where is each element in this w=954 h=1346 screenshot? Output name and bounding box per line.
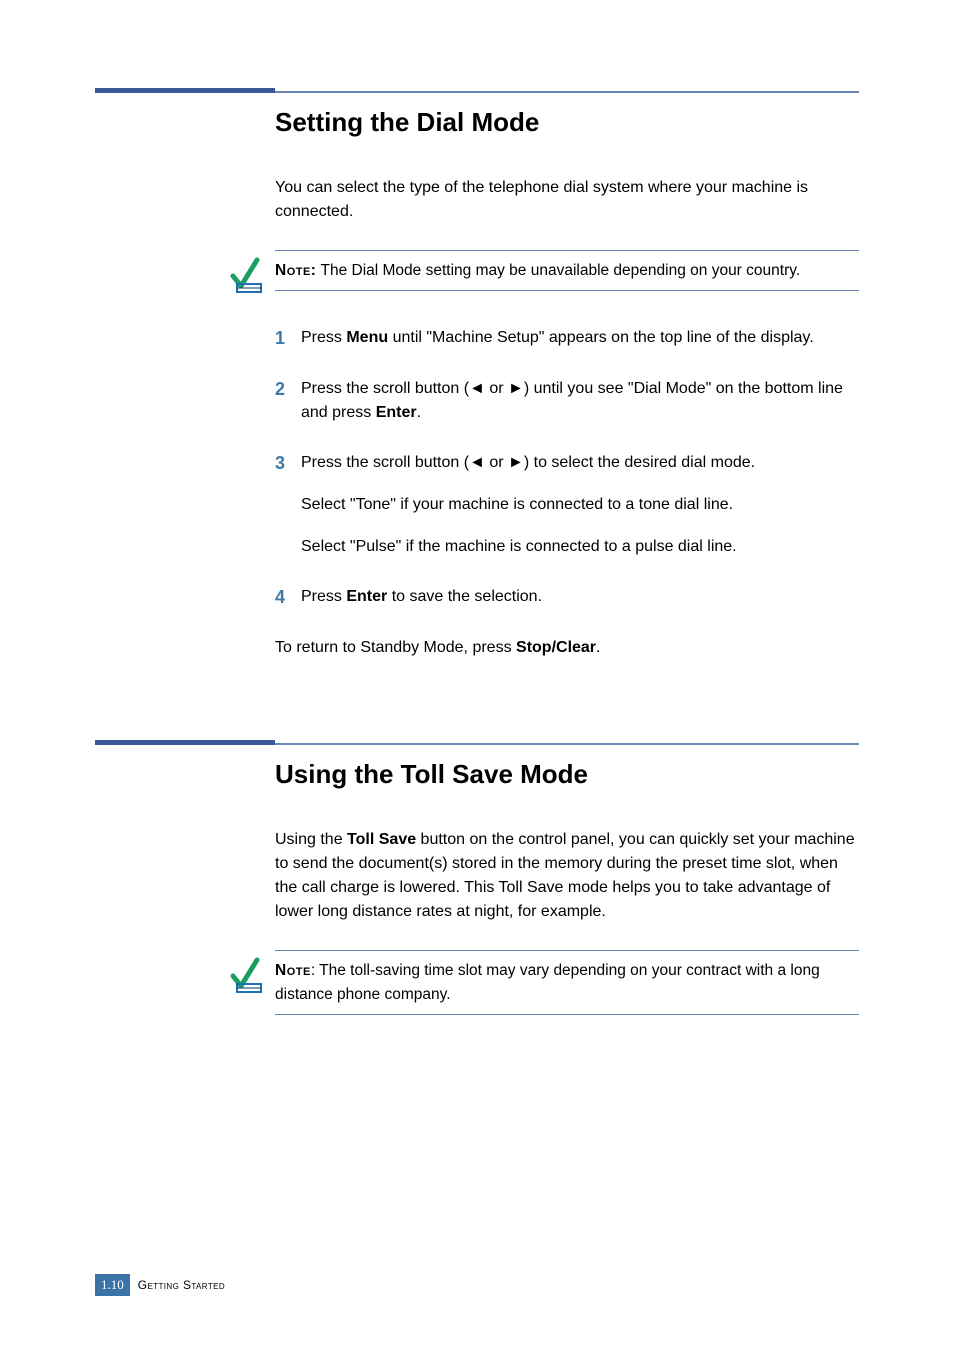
note-box: Note: The toll-saving time slot may vary… [227, 950, 859, 1015]
step-paragraph: Select "Pulse" if the machine is connect… [301, 535, 859, 559]
page-number-badge: 1.10 [95, 1274, 130, 1296]
text-segment: Press [301, 329, 346, 346]
step-1: 1 Press Menu until "Machine Setup" appea… [275, 326, 859, 351]
steps-list: 1 Press Menu until "Machine Setup" appea… [275, 326, 859, 610]
step-paragraph: Select "Tone" if your machine is connect… [301, 493, 859, 517]
step-number: 3 [275, 451, 301, 559]
text-segment: Press [301, 588, 346, 605]
note-body: : The toll-saving time slot may vary dep… [275, 962, 820, 1002]
step-paragraph: Press the scroll button (◄ or ►) to sele… [301, 451, 859, 475]
step-number: 4 [275, 585, 301, 610]
intro-paragraph: Using the Toll Save button on the contro… [275, 828, 859, 924]
heading-toll-save: Using the Toll Save Mode [275, 759, 859, 790]
step-2: 2 Press the scroll button (◄ or ►) until… [275, 377, 859, 425]
note-text: Note: The Dial Mode setting may be unava… [275, 250, 859, 291]
step-text: Press the scroll button (◄ or ►) to sele… [301, 451, 859, 559]
note-box: Note: The Dial Mode setting may be unava… [227, 250, 859, 296]
checkmark-icon [227, 256, 267, 296]
text-segment: Using the [275, 831, 347, 848]
step-number: 1 [275, 326, 301, 351]
step-number: 2 [275, 377, 301, 425]
step-text: Press Enter to save the selection. [301, 585, 859, 610]
step-4: 4 Press Enter to save the selection. [275, 585, 859, 610]
bold-term: Toll Save [347, 831, 416, 848]
text-segment: . [417, 404, 421, 421]
heading-dial-mode: Setting the Dial Mode [275, 107, 859, 138]
step-text: Press the scroll button (◄ or ►) until y… [301, 377, 859, 425]
checkmark-icon [227, 956, 267, 996]
bold-term: Stop/Clear [516, 639, 596, 656]
footer-section-title: Getting Started [138, 1278, 225, 1292]
step-3: 3 Press the scroll button (◄ or ►) to se… [275, 451, 859, 559]
text-segment: until "Machine Setup" appears on the top… [388, 329, 814, 346]
text-segment: To return to Standby Mode, press [275, 639, 516, 656]
intro-paragraph: You can select the type of the telephone… [275, 176, 859, 224]
note-label: Note: [275, 262, 316, 279]
bold-term: Enter [346, 588, 387, 605]
note-text: Note: The toll-saving time slot may vary… [275, 950, 859, 1015]
closing-line: To return to Standby Mode, press Stop/Cl… [275, 636, 859, 660]
page-footer: 1.10 Getting Started [95, 1274, 225, 1296]
text-segment: . [596, 639, 600, 656]
note-label: Note [275, 962, 311, 979]
page-num: 10 [111, 1277, 124, 1292]
section-rule [95, 740, 859, 745]
bold-term: Enter [376, 404, 417, 421]
note-body: The Dial Mode setting may be unavailable… [316, 262, 800, 279]
text-segment: to save the selection. [387, 588, 542, 605]
section-rule [95, 88, 859, 93]
bold-term: Menu [346, 329, 388, 346]
step-text: Press Menu until "Machine Setup" appears… [301, 326, 859, 351]
